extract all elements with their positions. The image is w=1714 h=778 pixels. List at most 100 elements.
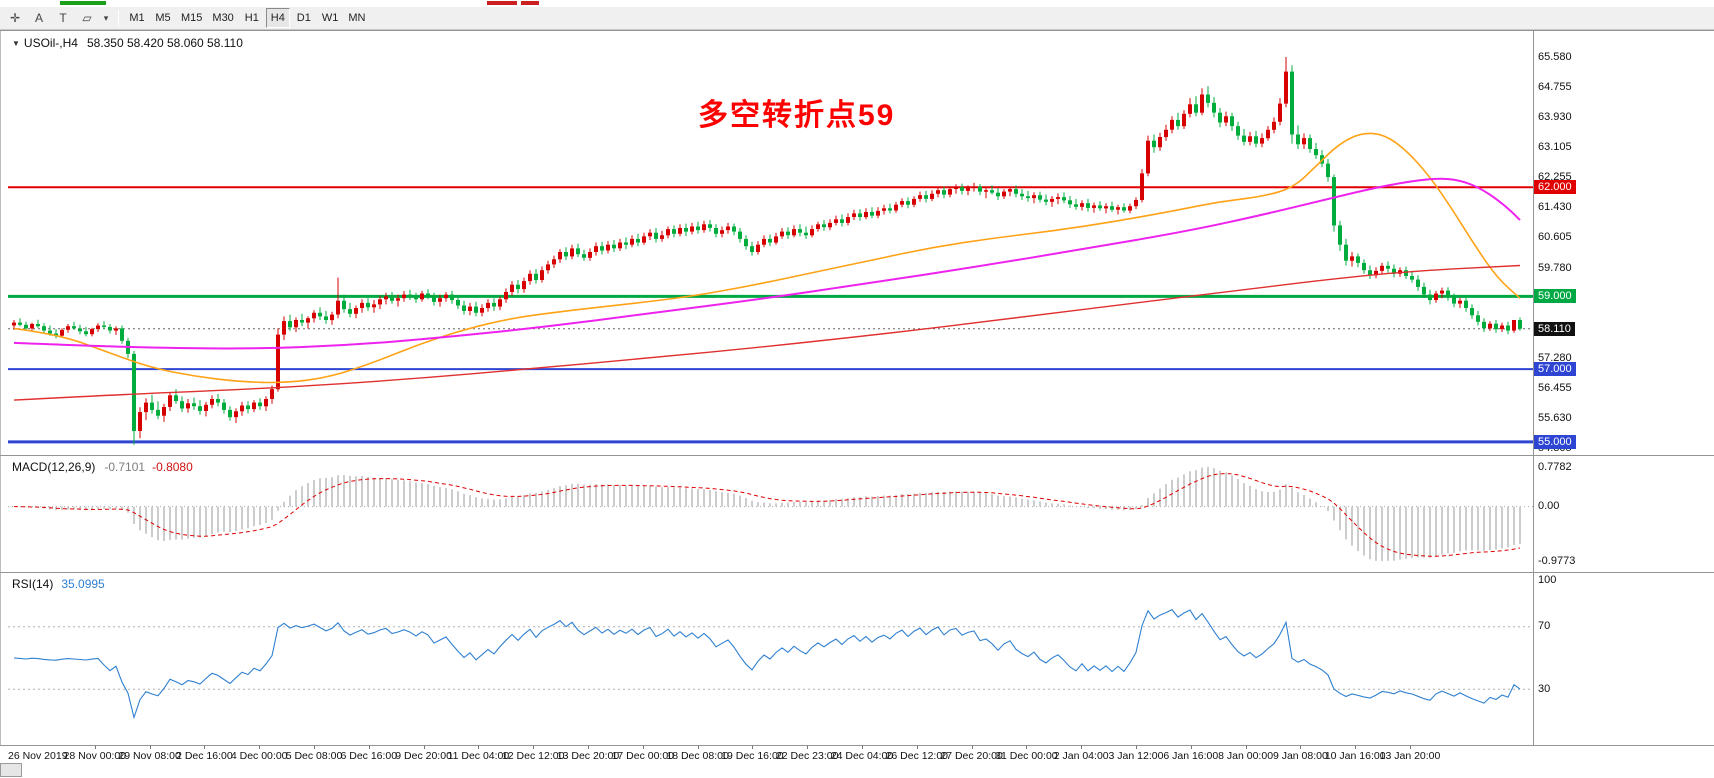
time-axis-label: 28 Nov 00:00 <box>63 750 127 762</box>
rsi-axis-label: 100 <box>1538 573 1557 586</box>
time-axis-tick <box>807 746 809 749</box>
macd-axis-label: 0.7782 <box>1538 460 1572 473</box>
macd-title: MACD(12,26,9) -0.7101 -0.8080 <box>12 460 193 474</box>
time-axis[interactable] <box>0 746 1714 778</box>
time-axis-label: 29 Nov 08:00 <box>118 750 181 762</box>
macd-histogram <box>19 467 1521 561</box>
time-axis-tick <box>752 746 754 749</box>
timeframe-d1[interactable]: D1 <box>296 12 311 24</box>
time-axis-tick <box>1410 746 1411 749</box>
collapse-icon[interactable]: ▼ <box>12 39 20 48</box>
panel-divider-macd[interactable] <box>0 455 1714 456</box>
rsi-line <box>13 608 1521 720</box>
text-tool[interactable]: A <box>34 11 43 25</box>
timeframe-m30[interactable]: M30 <box>212 12 234 24</box>
window-corner-box <box>0 763 22 777</box>
time-axis-tick <box>314 746 315 749</box>
timeframe-group: M1 M5 M15 M30 H1 H4 D1 W1 MN <box>124 8 370 28</box>
time-axis-label: 9 Jan 08:00 <box>1272 750 1328 762</box>
time-axis-tick <box>1245 746 1247 749</box>
symbol-label: USOil-,H4 <box>23 36 78 50</box>
macd-axis-label: -0.9773 <box>1538 554 1576 567</box>
rsi-plot[interactable] <box>8 574 1533 744</box>
time-axis-tick <box>94 746 96 749</box>
panel-divider-rsi[interactable] <box>0 572 1714 573</box>
price-level-badge: 62.000 <box>1534 180 1576 195</box>
time-axis-label: 26 Nov 2019 <box>8 750 68 762</box>
toolbar: ✛ A T ▱ ▾ M1 M5 M15 M30 H1 H4 D1 W1 MN <box>0 7 1714 30</box>
toolbar-separator <box>118 9 119 27</box>
rsi-axis-label: 70 <box>1538 620 1551 633</box>
price-axis-label: 55.630 <box>1538 412 1572 425</box>
ma-fast-orange <box>13 132 1521 384</box>
rsi-title: RSI(14) 35.0995 <box>12 577 105 591</box>
price-axis-label: 57.280 <box>1538 352 1572 365</box>
rsi-value: 35.0995 <box>61 577 105 591</box>
time-axis-tick <box>259 746 261 749</box>
price-level-badge: 57.000 <box>1534 362 1576 377</box>
time-axis-tick <box>368 746 370 749</box>
timeframe-mn[interactable]: MN <box>348 12 366 24</box>
crosshair-tool[interactable]: ✛ <box>9 11 21 25</box>
time-axis-label: 4 Dec 00:00 <box>230 750 288 762</box>
ma-slow-red <box>13 264 1521 401</box>
ohlc-values: 58.350 58.420 58.060 58.110 <box>86 36 243 50</box>
time-axis-tick <box>1026 746 1028 749</box>
price-axis-label: 64.755 <box>1538 80 1572 93</box>
time-axis-tick <box>1300 746 1302 749</box>
macd-main-value: -0.7101 <box>104 460 146 474</box>
time-axis-tick <box>423 746 425 749</box>
shapes-tool[interactable]: ▱ <box>82 11 92 25</box>
time-axis-label: 18 Dec 08:00 <box>666 750 729 762</box>
time-axis-label: 17 Dec 00:00 <box>611 750 675 762</box>
time-axis-tick <box>1081 746 1083 749</box>
macd-axis-label: 0.00 <box>1538 500 1560 513</box>
time-axis-label: 10 Jan 16:00 <box>1324 750 1386 762</box>
macd-signal-line <box>13 473 1521 557</box>
time-axis-tick <box>971 746 973 749</box>
time-axis-label: 6 Dec 16:00 <box>340 750 398 762</box>
timeframe-h1[interactable]: H1 <box>244 12 259 24</box>
macd-plot[interactable] <box>8 457 1533 571</box>
rsi-label: RSI(14) <box>12 577 54 591</box>
time-axis-label: 12 Dec 12:00 <box>501 750 565 762</box>
timeframe-h4[interactable]: H4 <box>265 8 290 28</box>
chart-title: ▼ USOil-,H4 58.350 58.420 58.060 58.110 <box>12 36 243 50</box>
rsi-axis-label: 30 <box>1538 682 1551 695</box>
timeframe-w1[interactable]: W1 <box>321 12 339 24</box>
time-axis-label: 5 Dec 08:00 <box>285 750 343 762</box>
ma-mid-magenta <box>13 177 1521 350</box>
time-axis-label: 2 Dec 16:00 <box>176 750 233 762</box>
time-axis-label: 13 Dec 20:00 <box>556 750 620 762</box>
time-axis-label: 9 Dec 20:00 <box>395 750 452 762</box>
time-axis-label: 11 Dec 04:00 <box>447 750 510 762</box>
time-axis-label: 31 Dec 00:00 <box>995 750 1058 762</box>
time-axis-tick <box>478 746 480 749</box>
price-axis-label: 63.105 <box>1538 140 1572 153</box>
clipped-red-text <box>487 1 517 5</box>
chart-annotation[interactable]: 多空转折点59 <box>698 99 896 132</box>
time-axis-tick <box>533 746 535 749</box>
price-axis-label: 56.455 <box>1538 382 1572 395</box>
timeframe-m15[interactable]: M15 <box>181 12 203 24</box>
time-axis-label: 2 Jan 04:00 <box>1053 750 1109 762</box>
price-axis[interactable] <box>1534 31 1714 745</box>
time-axis-label: 19 Dec 16:00 <box>721 750 784 762</box>
clipped-toolbar-row <box>0 0 1714 7</box>
price-axis-label: 60.605 <box>1538 231 1572 244</box>
shapes-dropdown-arrow[interactable]: ▾ <box>103 12 109 23</box>
main-chart-plot[interactable] <box>8 33 1533 454</box>
label-tool[interactable]: T <box>59 11 67 25</box>
price-level-badge: 55.000 <box>1534 434 1576 449</box>
price-axis-label: 63.930 <box>1538 110 1572 123</box>
timeframe-m5[interactable]: M5 <box>155 12 171 24</box>
macd-signal-value: -0.8080 <box>152 460 193 474</box>
macd-label: MACD(12,26,9) <box>12 460 96 474</box>
time-axis-tick <box>697 746 699 749</box>
price-axis-border <box>1533 31 1534 745</box>
time-axis-tick <box>588 746 589 749</box>
timeframe-m1[interactable]: M1 <box>129 12 145 24</box>
price-axis-label: 61.430 <box>1538 201 1572 214</box>
time-axis-label: 3 Jan 12:00 <box>1108 750 1164 762</box>
